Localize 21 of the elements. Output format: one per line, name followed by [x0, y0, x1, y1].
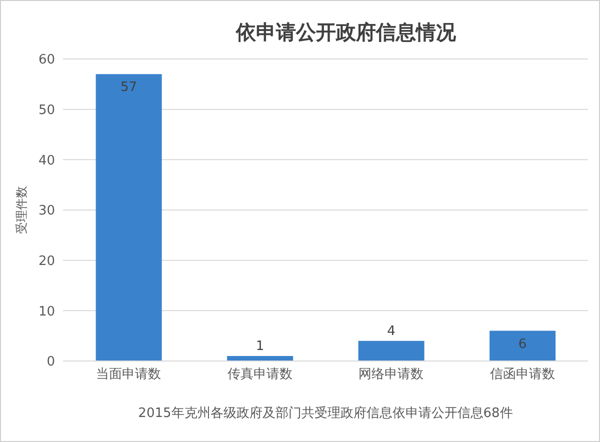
bar	[490, 330, 556, 361]
x-tick-label: 信函申请数	[490, 367, 555, 382]
chart-title: 依申请公开政府信息情况	[234, 19, 457, 46]
bar	[96, 74, 162, 361]
data-label: 1	[256, 338, 264, 354]
y-tick-label: 10	[38, 304, 55, 320]
bar	[358, 340, 424, 361]
y-tick-label: 30	[38, 204, 55, 219]
y-tick-label: 40	[38, 153, 55, 168]
data-label: 57	[120, 80, 138, 96]
y-tick-label: 60	[38, 52, 55, 68]
y-tick-label: 50	[38, 102, 55, 118]
y-tick-label: 0	[46, 354, 55, 370]
x-tick-label: 当面申请数	[96, 367, 162, 382]
y-axis-title: 受理件数	[14, 186, 28, 234]
y-tick-label: 20	[38, 254, 55, 269]
x-tick-label: 网络申请数	[358, 367, 424, 382]
data-label: 4	[387, 324, 396, 339]
x-tick-label: 传真申请数	[227, 367, 292, 382]
x-axis-title: 2015年克州各级政府及部门共受理政府信息依申请公开信息68件	[138, 405, 513, 421]
data-label: 6	[518, 336, 527, 352]
